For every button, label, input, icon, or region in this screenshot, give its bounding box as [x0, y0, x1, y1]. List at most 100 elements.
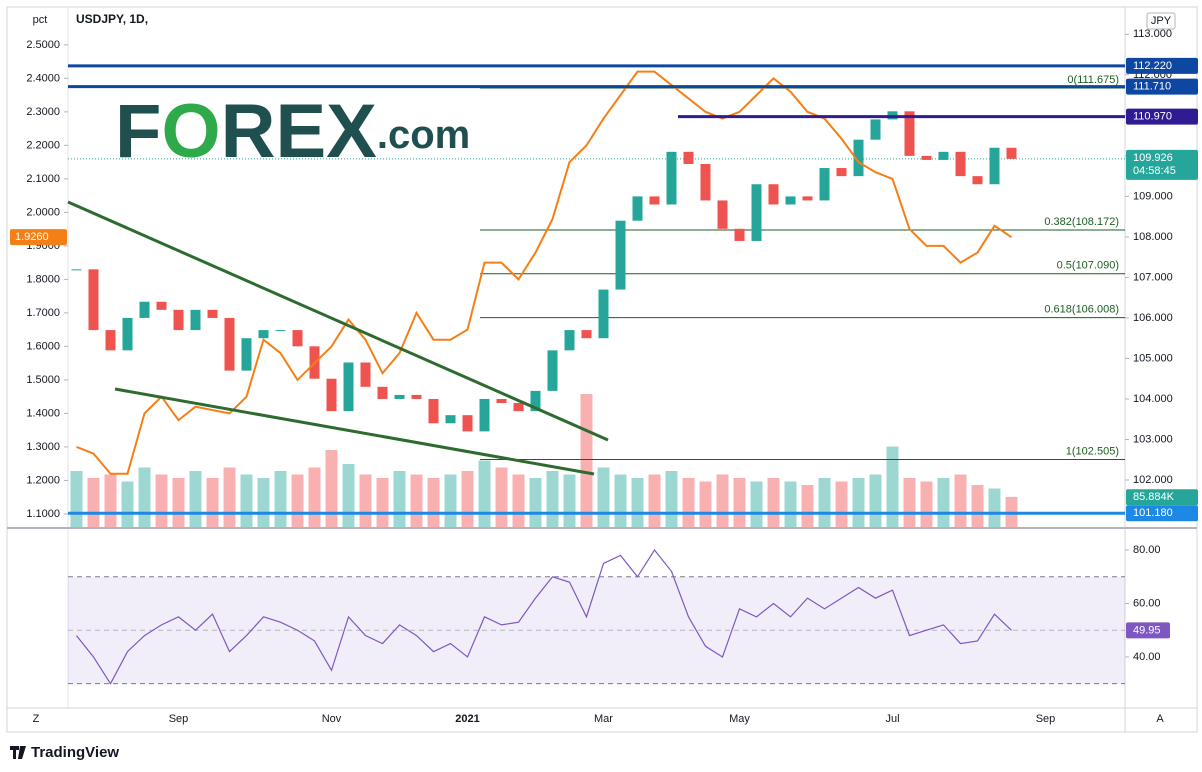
candle [615, 220, 626, 290]
volume-bar [920, 481, 933, 527]
volume-bar [189, 471, 202, 527]
level-tag [1126, 505, 1198, 522]
y2-tick-label: 2.0000 [26, 206, 60, 218]
rsi-tick-label: 40.00 [1133, 651, 1161, 663]
volume-bar [410, 474, 423, 527]
candle [156, 301, 167, 310]
x-tick-label: Sep [1036, 713, 1056, 725]
candle [513, 403, 524, 412]
logo-part: O [161, 89, 220, 174]
trendline [114, 387, 595, 476]
candle [564, 330, 575, 351]
volume-bar [172, 478, 185, 527]
rsi-tag-label: 49.95 [1133, 624, 1161, 636]
left-axis-unit: pct [33, 14, 48, 26]
zoom-button[interactable]: Z [33, 713, 40, 725]
volume-bar [308, 467, 321, 527]
candle [632, 196, 643, 221]
logo-text: FOREX.com [115, 89, 470, 174]
candle [802, 196, 813, 201]
volume-bar [648, 474, 661, 527]
volume-bar [359, 474, 372, 527]
volume-bar [291, 474, 304, 527]
volume-bar [818, 478, 831, 527]
volume-bar [937, 478, 950, 527]
y2-tick-label: 1.2000 [26, 474, 60, 486]
fib-label: 0(111.675) [1067, 74, 1119, 86]
y-tick-label: 105.000 [1133, 352, 1173, 364]
y-tick-label: 102.000 [1133, 474, 1173, 486]
fib-label: 1(102.505) [1066, 445, 1119, 457]
candle [649, 196, 660, 205]
volume-bar [682, 478, 695, 527]
logo: FOREX.com [115, 89, 470, 174]
candle [105, 330, 116, 351]
volume-bar [529, 478, 542, 527]
x-tick-label: Nov [322, 713, 342, 725]
x-tick-label: Sep [169, 713, 189, 725]
candle [394, 394, 405, 399]
level-tag [1126, 108, 1198, 125]
candle [1006, 147, 1017, 159]
volume-bar [852, 478, 865, 527]
candle [819, 168, 830, 201]
candle [173, 309, 184, 331]
volume-bar [971, 485, 984, 527]
volume-bar [988, 488, 1001, 527]
rsi-tick-label: 80.00 [1133, 544, 1161, 556]
right-axis-unit: JPY [1151, 15, 1172, 27]
volume-bar [546, 471, 559, 527]
candle [581, 330, 592, 339]
chart-title: USDJPY, 1D, [76, 12, 148, 26]
volume-bar [376, 478, 389, 527]
volume-bar [563, 474, 576, 527]
candle [139, 301, 150, 318]
level-tag-label: 101.180 [1133, 507, 1173, 519]
y2-tick-label: 1.3000 [26, 441, 60, 453]
candle [496, 398, 507, 404]
logo-part: .com [377, 113, 470, 157]
auto-scale-button[interactable]: A [1156, 713, 1164, 725]
volume-bar [138, 467, 151, 527]
volume-bar [393, 471, 406, 527]
rsi-band [68, 576, 1125, 684]
volume-bar [427, 478, 440, 527]
candle [989, 147, 1000, 185]
volume-bar [631, 478, 644, 527]
volume-bar [869, 474, 882, 527]
volume-bar [716, 474, 729, 527]
level-tag-label: 111.710 [1133, 81, 1171, 93]
brand[interactable]: TradingView [31, 744, 119, 761]
price-tag-label: 109.926 [1133, 152, 1173, 164]
candle [241, 338, 252, 371]
candle [462, 415, 473, 432]
yield-tag [10, 229, 67, 246]
candle [224, 317, 235, 371]
volume-bar [104, 474, 117, 527]
volume-bar [835, 481, 848, 527]
volume-bar [155, 474, 168, 527]
candle [326, 378, 337, 412]
candle [428, 398, 439, 424]
rsi-tag [1126, 622, 1170, 639]
y2-tick-label: 1.4000 [26, 407, 60, 419]
volume-bar [461, 471, 474, 527]
price-tag [1126, 149, 1198, 180]
logo-part: F [115, 89, 161, 174]
volume-bar [733, 478, 746, 527]
volume-tag [1126, 489, 1198, 506]
rsi-line [76, 549, 1012, 685]
y-tick-label: 104.000 [1133, 393, 1173, 405]
candle [921, 155, 932, 160]
rsi-tick-label: 60.00 [1133, 597, 1161, 609]
volume-bar [240, 474, 253, 527]
y-tick-label: 106.000 [1133, 312, 1173, 324]
volume-bar [614, 474, 627, 527]
y2-tick-label: 1.7000 [26, 307, 60, 319]
candle [411, 394, 422, 399]
candle [547, 350, 558, 391]
y2-tick-label: 1.6000 [26, 340, 60, 352]
x-tick-label: May [729, 713, 750, 725]
candle [207, 309, 218, 318]
